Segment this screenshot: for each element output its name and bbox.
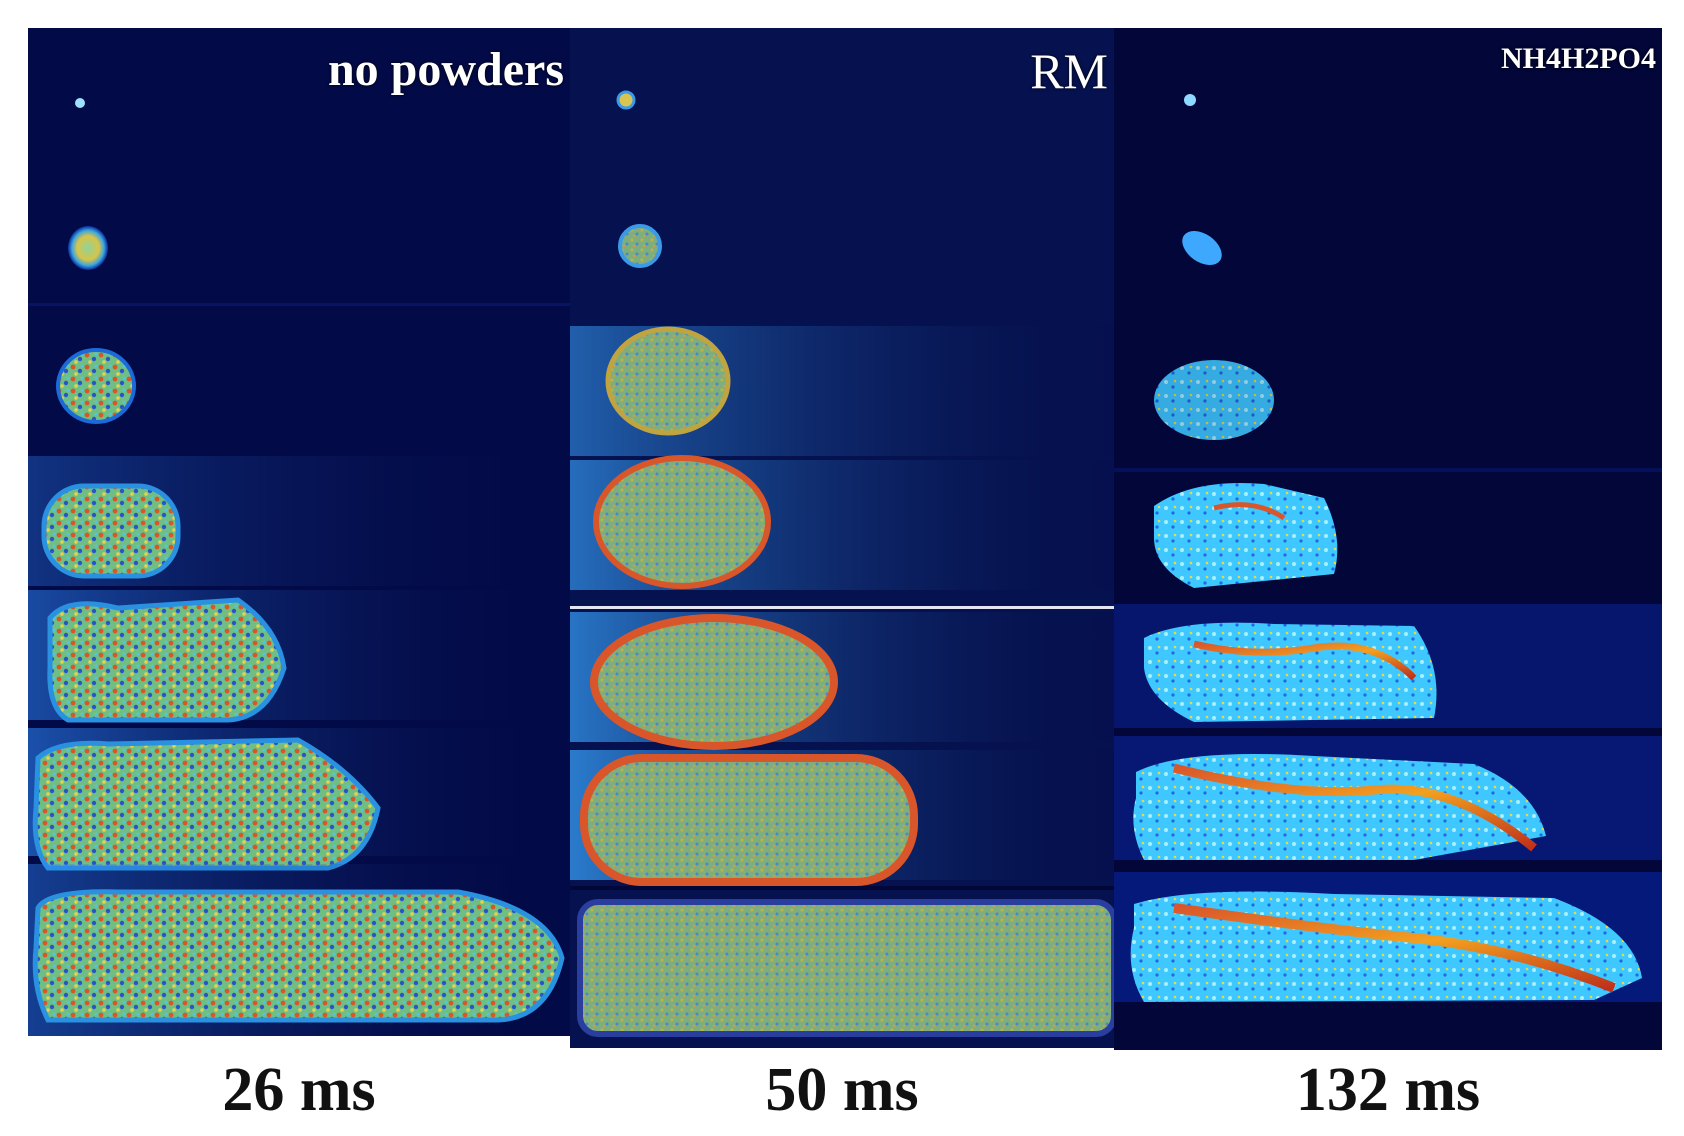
flame-frame-3: [605, 326, 731, 436]
panel-no-powders: no powders: [28, 28, 570, 1036]
flame-frame-3: [1154, 360, 1274, 440]
flame-frame-6: [32, 737, 381, 871]
panel-nh4h2po4: NH4H2PO4: [1114, 28, 1662, 1050]
flame-frame-4: [593, 455, 771, 589]
caption-26-ms: 26 ms: [222, 1056, 376, 1124]
caption-132-ms: 132 ms: [1295, 1056, 1481, 1124]
flame-frame-5: [590, 614, 838, 750]
panel-rm: RM: [570, 28, 1114, 1048]
flame-frame-4: [41, 483, 181, 579]
panel-title: NH4H2PO4: [1501, 42, 1656, 75]
flame-sequence-no-powders: [28, 28, 570, 1036]
flame-frame-2: [1182, 230, 1222, 266]
flame-frame-2: [68, 226, 108, 270]
flame-frame-5: [47, 597, 287, 723]
flame-sequence-rm: [570, 28, 1114, 1048]
flame-frame-7: [32, 889, 565, 1023]
flame-frame-4: [1154, 482, 1338, 588]
panel-title: RM: [1030, 43, 1108, 99]
flame-frame-1: [616, 90, 636, 110]
flame-frame-1: [1184, 94, 1196, 106]
flame-frame-7: [577, 899, 1114, 1037]
flame-frame-1: [75, 98, 85, 108]
flame-frame-2: [618, 224, 662, 268]
flame-frame-3: [56, 348, 136, 424]
caption-50-ms: 50 ms: [765, 1056, 919, 1124]
panel-title: no powders: [327, 43, 564, 96]
flame-frame-5: [1144, 622, 1437, 722]
flame-frame-6: [580, 754, 918, 886]
flame-sequence-nh4h2po4: [1114, 28, 1662, 1050]
